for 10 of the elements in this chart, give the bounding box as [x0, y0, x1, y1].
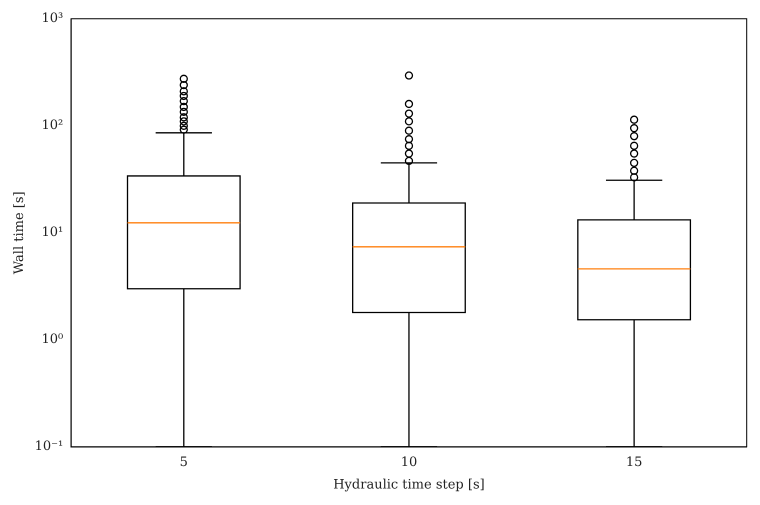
y-tick-label: 10⁰: [41, 332, 64, 348]
y-tick-label: 10²: [41, 118, 64, 134]
x-tick-label: 15: [626, 454, 642, 470]
y-axis-title: Wall time [s]: [12, 191, 28, 274]
y-tick-label: 10⁻¹: [34, 439, 64, 454]
y-tick-label: 10³: [41, 11, 64, 26]
x-axis-title: Hydraulic time step [s]: [333, 478, 485, 493]
x-tick-label: 10: [400, 454, 418, 470]
y-tick-label: 10¹: [41, 225, 64, 240]
x-tick-label: 5: [180, 454, 188, 470]
